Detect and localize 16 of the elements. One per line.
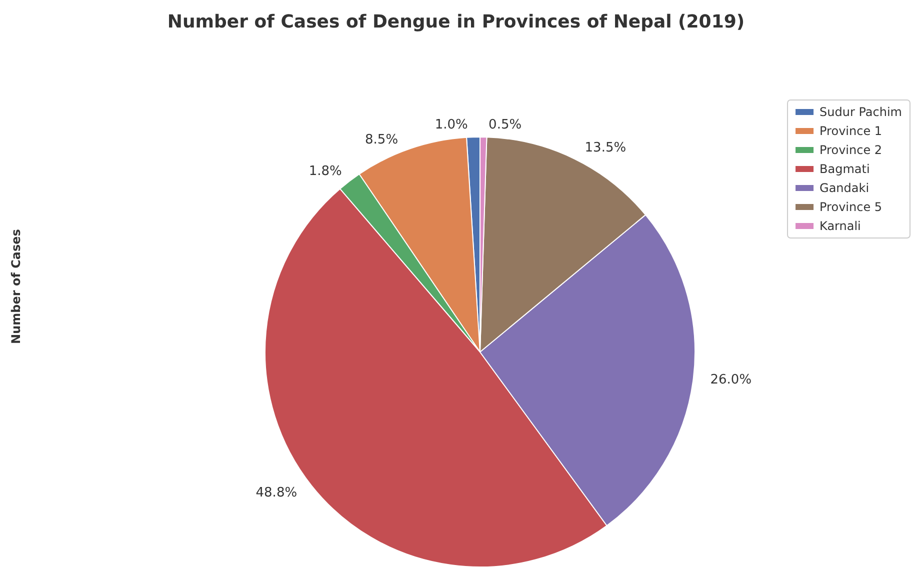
legend-label: Province 1 <box>820 124 882 138</box>
text: Number of Cases <box>9 229 23 344</box>
data-label: 1.8% <box>308 164 342 180</box>
data-label: 13.5% <box>584 140 626 156</box>
legend-label: Bagmati <box>820 162 870 176</box>
legend-label: Province 2 <box>820 143 882 157</box>
data-label: 8.5% <box>365 132 398 148</box>
data-label: 1.0% <box>434 118 468 133</box>
chart-title: Number of Cases of Dengue in Provinces of Nepal (2019) <box>167 12 745 32</box>
legend-label: Karnali <box>820 219 861 233</box>
data-label: 0.5% <box>488 118 522 133</box>
data-label: 48.8% <box>256 485 298 500</box>
legend-label: Sudur Pachim <box>820 105 902 119</box>
data-label: 26.0% <box>710 372 752 388</box>
legend-label: Province 5 <box>820 200 882 214</box>
legend-label: Gandaki <box>820 181 870 195</box>
